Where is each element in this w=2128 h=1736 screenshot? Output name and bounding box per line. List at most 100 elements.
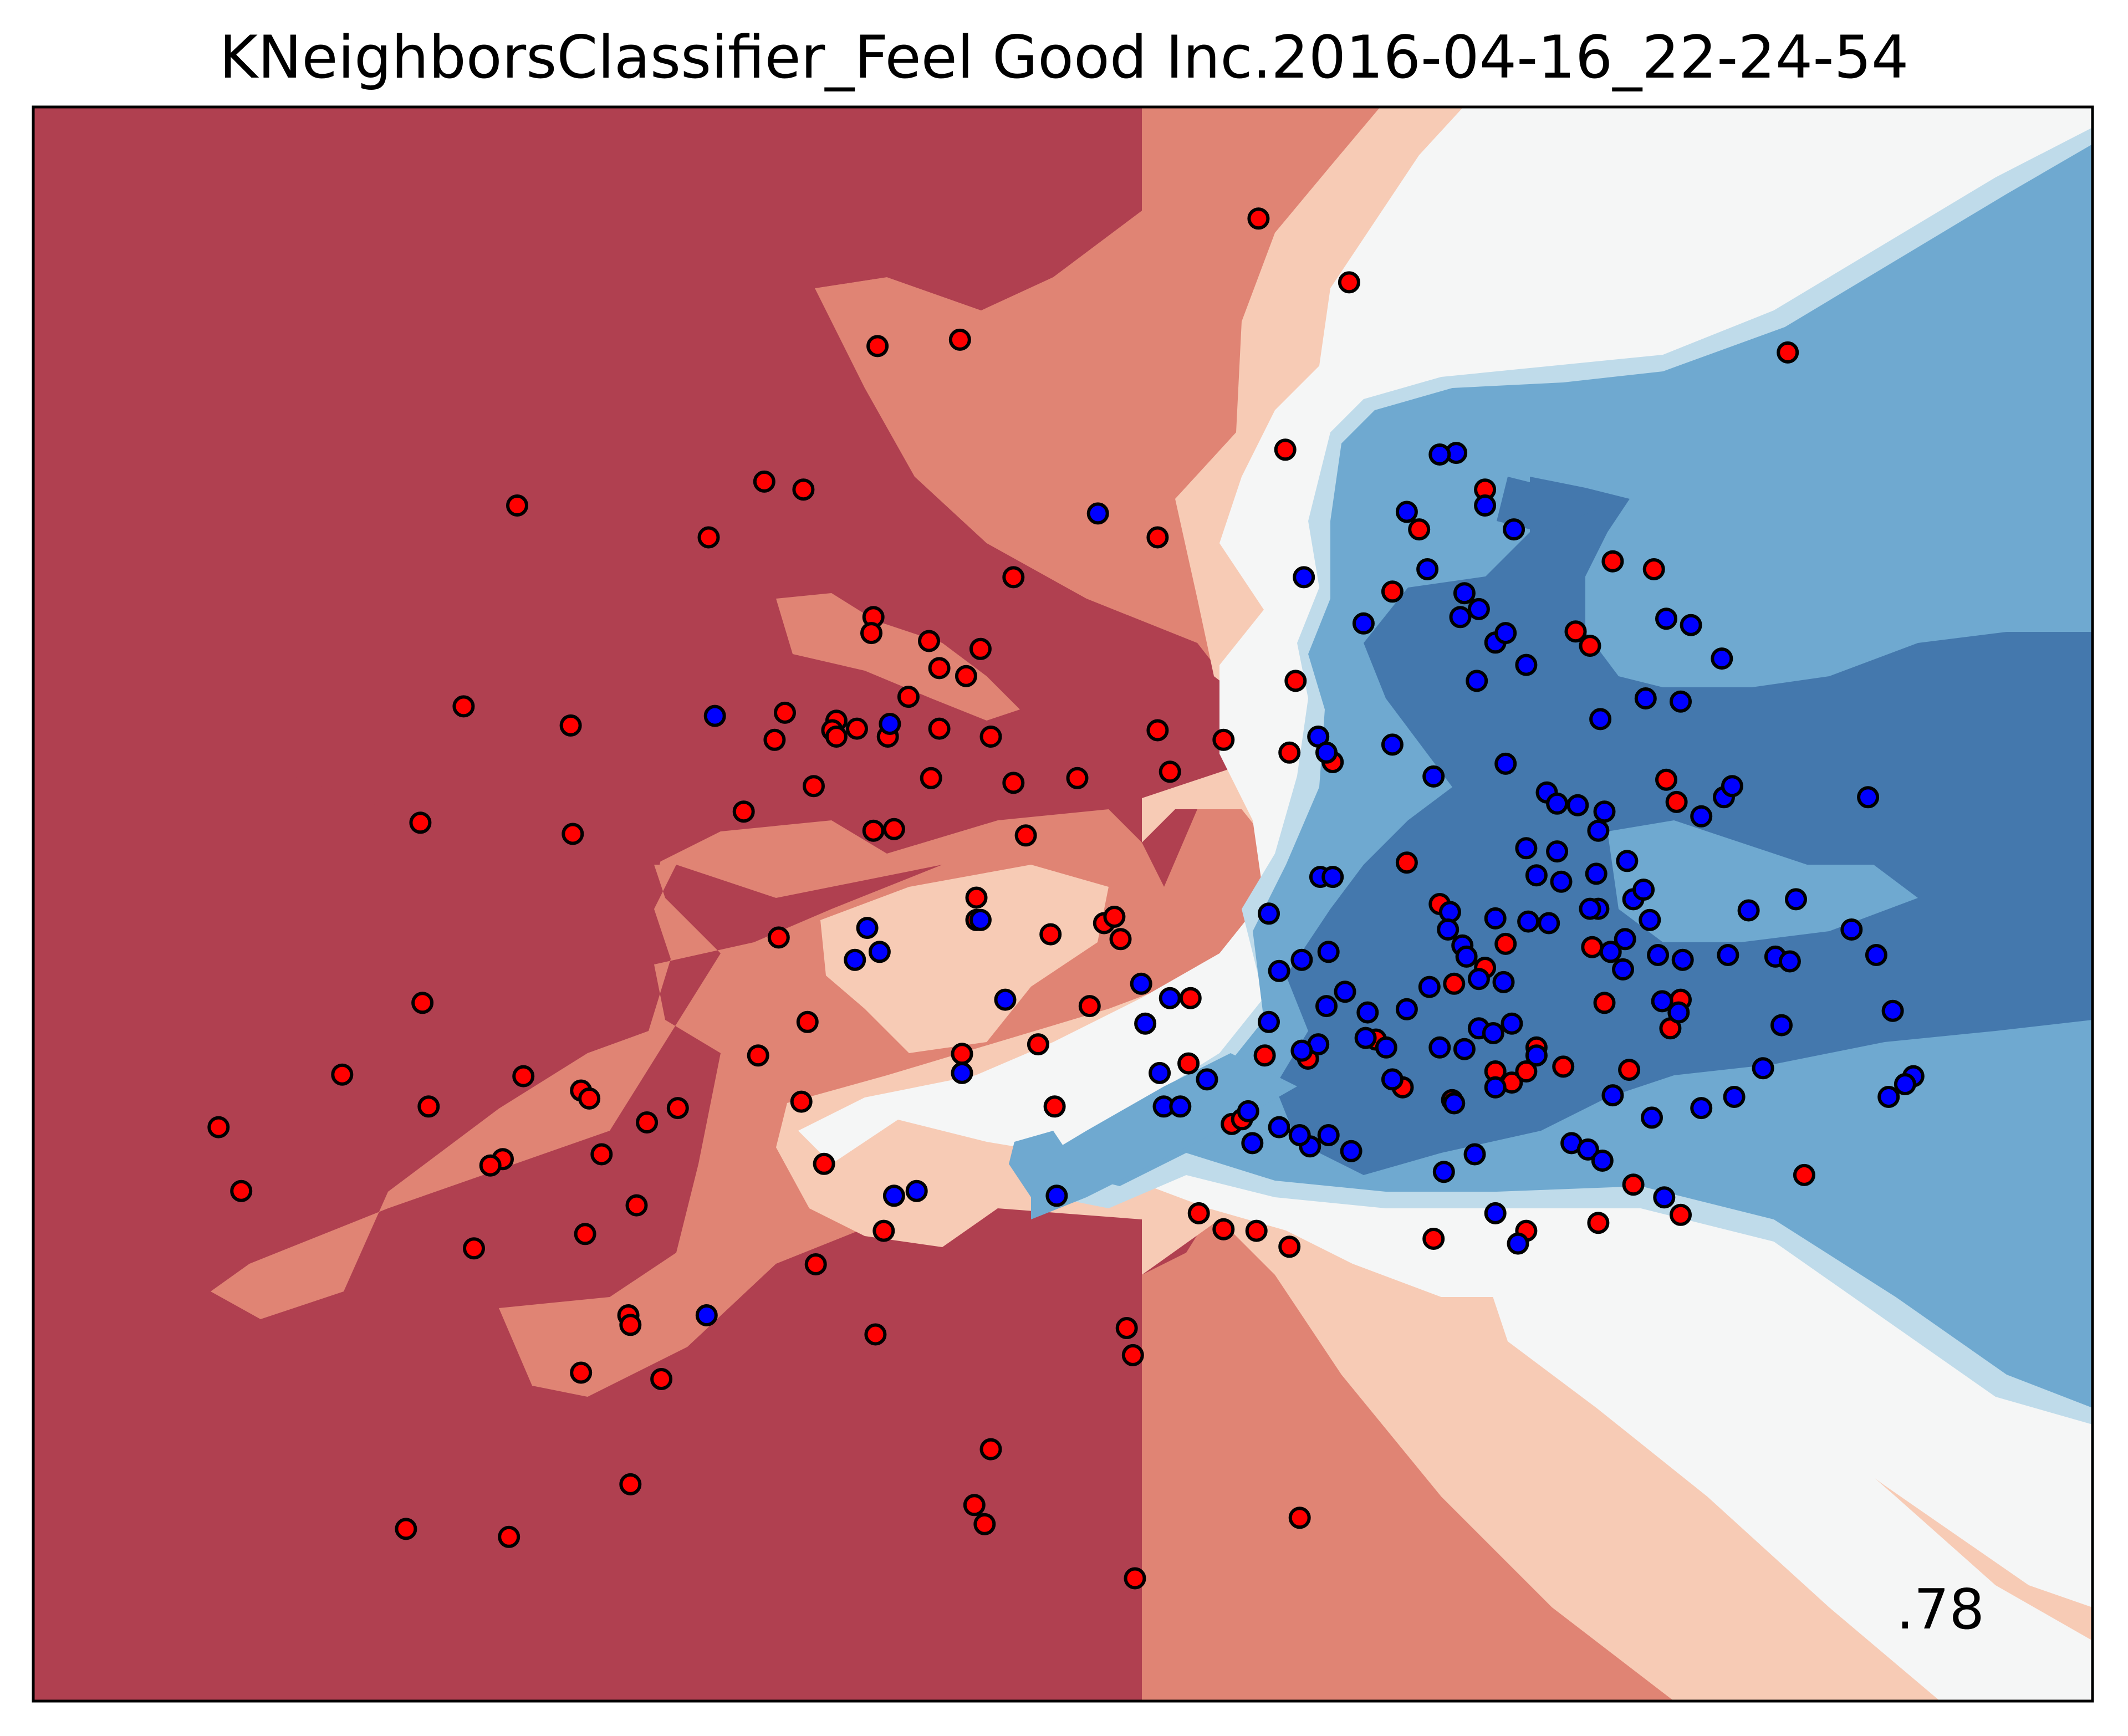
point-blue-75 (1375, 1036, 1397, 1059)
point-red-93 (1124, 1567, 1146, 1590)
point-red-44 (1103, 906, 1126, 928)
point-blue-110 (1169, 1095, 1192, 1118)
point-blue-46 (1614, 928, 1636, 951)
point-blue-73 (1290, 1039, 1313, 1062)
point-red-94 (1274, 438, 1297, 461)
point-blue-20 (1515, 653, 1538, 676)
point-red-54 (512, 1065, 535, 1087)
point-blue-77 (1428, 1036, 1451, 1059)
point-red-52 (1027, 1033, 1049, 1056)
point-red-57 (747, 1044, 769, 1067)
point-blue-100 (1130, 972, 1152, 995)
point-red-76 (872, 1219, 895, 1242)
point-blue-9 (1453, 582, 1476, 605)
point-blue-39 (1550, 870, 1573, 893)
region-light-red-pocket (820, 865, 1109, 1053)
point-red-56 (417, 1095, 440, 1118)
point-blue-57 (1538, 912, 1560, 935)
point-blue-99 (1159, 987, 1181, 1009)
point-blue-114 (1770, 1014, 1793, 1037)
point-red-122 (1581, 936, 1604, 958)
point-blue-60 (1438, 901, 1461, 923)
point-red-8 (1146, 526, 1169, 549)
point-red-129 (1587, 1212, 1610, 1234)
point-red-99 (1395, 851, 1418, 874)
region-mid-blue-inner (1608, 820, 1918, 942)
point-blue-78 (1453, 1038, 1476, 1060)
point-blue-5 (1416, 558, 1439, 580)
point-red-7 (697, 526, 720, 549)
point-blue-35 (1587, 819, 1610, 842)
point-blue-102 (868, 941, 891, 963)
point-red-25 (763, 728, 786, 751)
point-blue-38 (1525, 864, 1548, 887)
point-blue-86 (1576, 1138, 1599, 1161)
point-blue-59 (1484, 907, 1507, 930)
point-blue-95 (1237, 1100, 1259, 1122)
point-blue-121 (1641, 1106, 1663, 1129)
point-red-90 (963, 1494, 986, 1517)
plot-frame (32, 105, 2094, 1703)
point-red-118 (1642, 558, 1665, 580)
point-blue-89 (1432, 1161, 1455, 1183)
point-red-83 (1121, 1344, 1144, 1366)
point-red-20 (825, 726, 848, 748)
point-red-29 (920, 767, 942, 789)
point-blue-37 (1515, 837, 1538, 860)
point-red-75 (463, 1237, 485, 1260)
point-blue-26 (1381, 733, 1404, 756)
point-blue-128 (1258, 902, 1280, 925)
point-red-0 (1247, 207, 1270, 230)
point-blue-94 (1241, 1132, 1264, 1155)
point-blue-130 (1321, 866, 1344, 889)
point-red-12 (918, 630, 940, 652)
point-red-26 (559, 714, 582, 737)
point-blue-125 (1653, 1186, 1676, 1209)
point-blue-108 (1268, 959, 1290, 982)
point-blue-92 (1317, 1124, 1340, 1146)
point-blue-15 (1711, 647, 1733, 670)
point-red-91 (973, 1513, 996, 1535)
point-blue-106 (1317, 941, 1340, 963)
point-red-115 (1408, 518, 1431, 541)
point-blue-104 (703, 704, 726, 727)
point-blue-138 (969, 908, 992, 931)
point-blue-56 (1579, 897, 1601, 920)
point-red-37 (862, 819, 885, 842)
region-red-streak (776, 593, 1020, 721)
point-blue-29 (1422, 765, 1445, 788)
point-red-42 (1039, 923, 1062, 946)
point-blue-96 (1288, 1124, 1311, 1146)
point-red-50 (1078, 995, 1101, 1018)
point-blue-81 (1501, 1012, 1523, 1035)
point-blue-24 (1857, 786, 1880, 809)
point-red-101 (1494, 932, 1517, 955)
point-blue-25 (1494, 752, 1517, 775)
point-red-121 (1579, 635, 1601, 657)
point-blue-67 (1395, 998, 1418, 1020)
point-blue-17 (1670, 690, 1692, 713)
point-blue-105 (879, 713, 901, 735)
point-red-53 (331, 1063, 354, 1086)
point-red-13 (969, 637, 992, 660)
point-red-109 (1655, 768, 1677, 791)
point-red-69 (590, 1143, 613, 1166)
point-red-49 (1179, 987, 1202, 1009)
point-blue-64 (1492, 971, 1515, 993)
point-red-72 (230, 1180, 253, 1202)
point-blue-23 (1721, 775, 1743, 798)
point-red-126 (1622, 1173, 1645, 1196)
point-red-51 (951, 1043, 973, 1065)
point-red-28 (1146, 719, 1169, 742)
point-red-2 (948, 328, 971, 351)
point-red-68 (479, 1154, 502, 1177)
point-blue-1 (1474, 494, 1497, 517)
point-blue-90 (1340, 1140, 1362, 1162)
point-red-103 (1443, 972, 1466, 995)
point-red-87 (619, 1473, 642, 1495)
point-red-132 (1515, 1060, 1538, 1083)
point-red-39 (1014, 824, 1037, 847)
region-dark-blue-top (1497, 477, 1596, 532)
point-red-88 (395, 1518, 417, 1540)
point-red-11 (860, 622, 882, 645)
